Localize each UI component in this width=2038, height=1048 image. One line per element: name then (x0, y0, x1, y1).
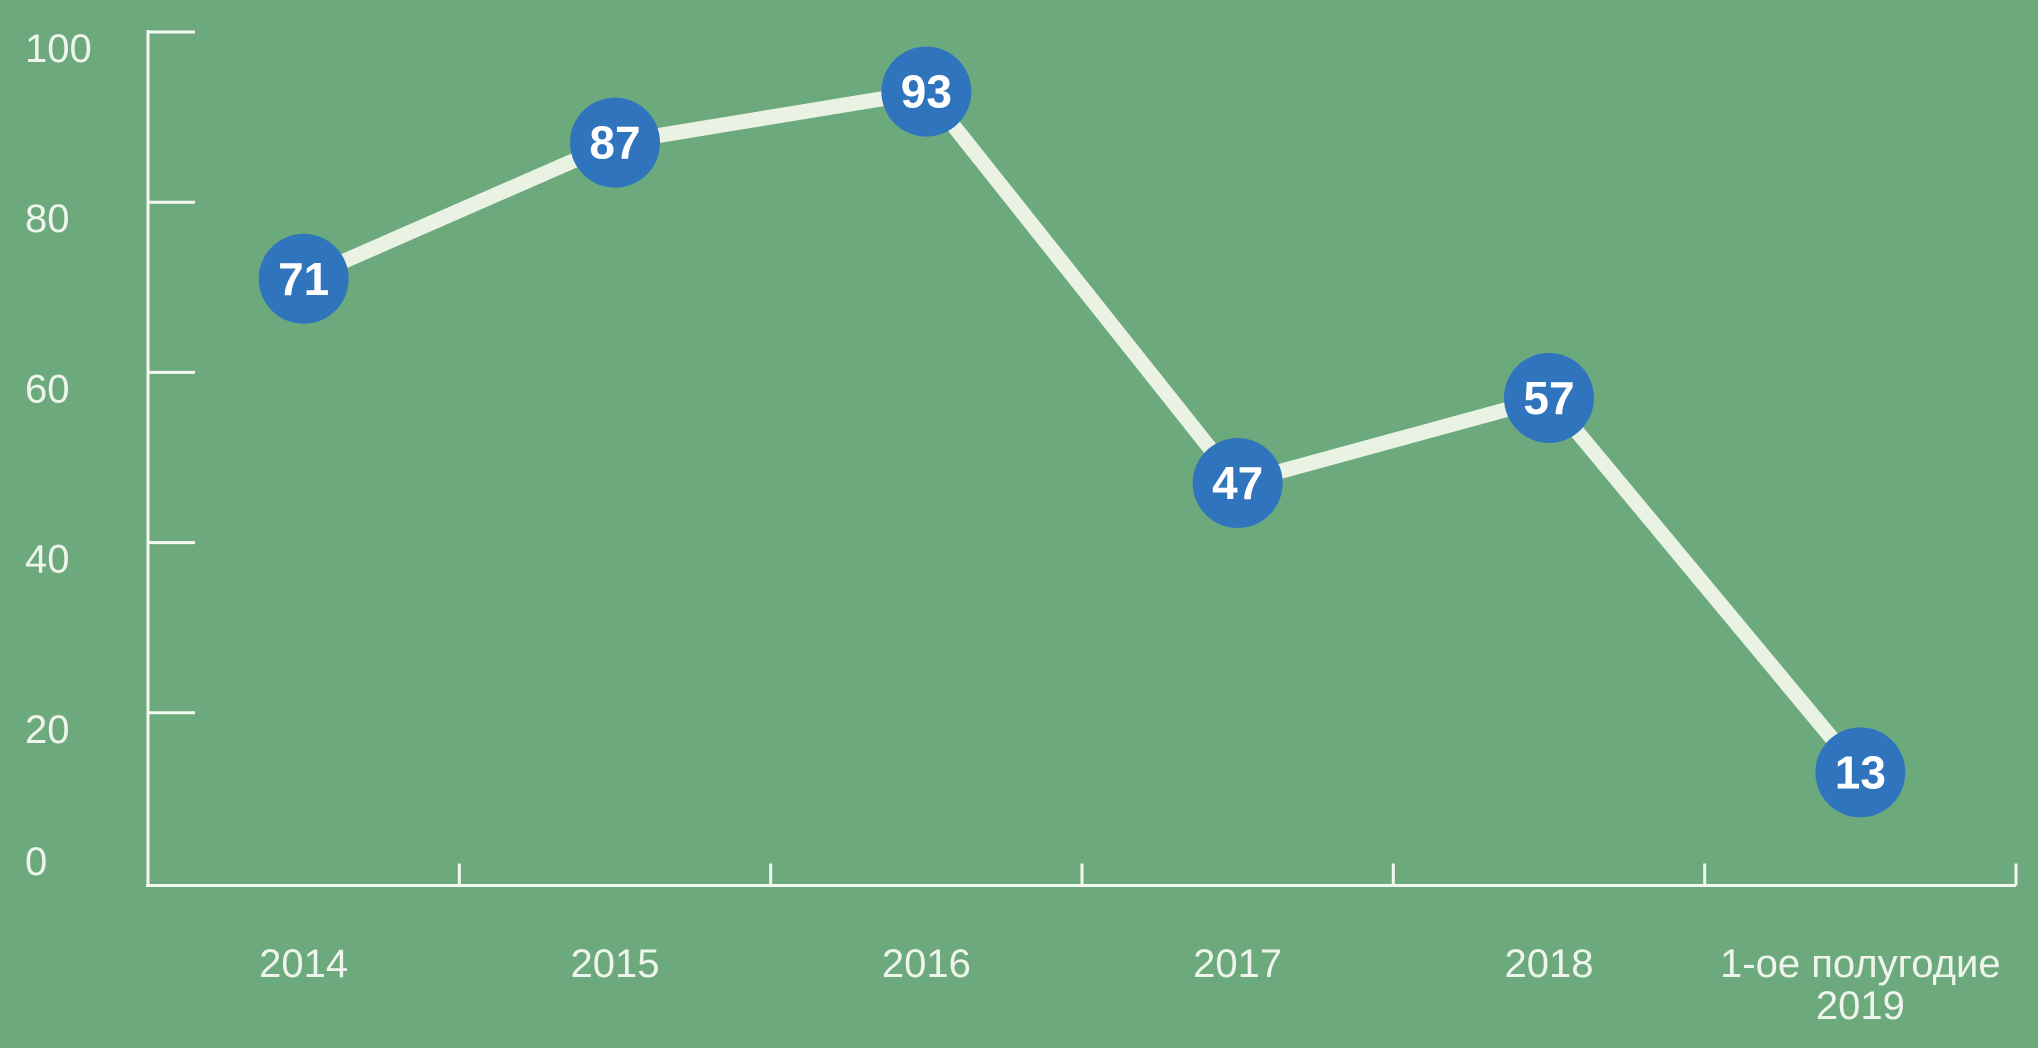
x-axis-labels: 2014 2015 2016 2017 2018 1-ое полугодие 2019 (259, 942, 2000, 1028)
data-point-value: 87 (589, 117, 640, 169)
x-axis-label-line: 2016 (882, 942, 971, 986)
data-point-marker (258, 233, 349, 324)
data-point: 47 (1192, 438, 1283, 529)
x-axis-label-line: 2018 (1505, 942, 1594, 986)
x-axis-label-line: 1-ое полугодие (1720, 942, 2001, 986)
y-tick-label: 100 (25, 27, 92, 71)
data-point-marker (881, 46, 972, 137)
data-point: 93 (881, 46, 972, 137)
data-point-value: 71 (278, 253, 329, 305)
x-axis-label: 2018 (1505, 942, 1594, 986)
x-axis-label-line: 2015 (571, 942, 660, 986)
data-line (296, 84, 1868, 780)
data-point-marker (1504, 352, 1594, 443)
y-tick-label: 20 (25, 708, 70, 752)
x-axis-label: 2017 (1193, 942, 1282, 986)
data-point: 71 (258, 233, 349, 324)
data-points-group: 71 87 93 47 57 13 (258, 46, 1906, 818)
data-point-value: 47 (1212, 457, 1263, 509)
x-axis-label: 1-ое полугодие 2019 (1720, 942, 2001, 1028)
x-axis-label-line: 2019 (1816, 984, 1905, 1028)
data-point-value: 57 (1523, 372, 1574, 424)
y-tick-label: 0 (25, 840, 47, 884)
x-axis-label: 2015 (571, 942, 660, 986)
x-axis-label-line: 2014 (259, 942, 348, 986)
data-point-marker (1815, 727, 1906, 818)
y-axis-labels: 0 20 40 60 80 100 (25, 27, 92, 884)
data-point: 87 (570, 97, 660, 188)
y-tick-label: 80 (25, 197, 70, 241)
data-point-marker (1192, 438, 1283, 529)
data-point-value: 93 (901, 66, 952, 118)
y-tick-label: 60 (25, 367, 70, 411)
y-tick-label: 40 (25, 538, 70, 582)
x-axis-label-line: 2017 (1193, 942, 1282, 986)
x-axis-label: 2016 (882, 942, 971, 986)
x-axis-label: 2014 (259, 942, 348, 986)
data-point: 13 (1815, 727, 1906, 818)
data-point: 57 (1504, 352, 1594, 443)
data-point-marker (570, 97, 660, 188)
axes-group (146, 30, 2018, 887)
data-point-value: 13 (1835, 746, 1886, 798)
